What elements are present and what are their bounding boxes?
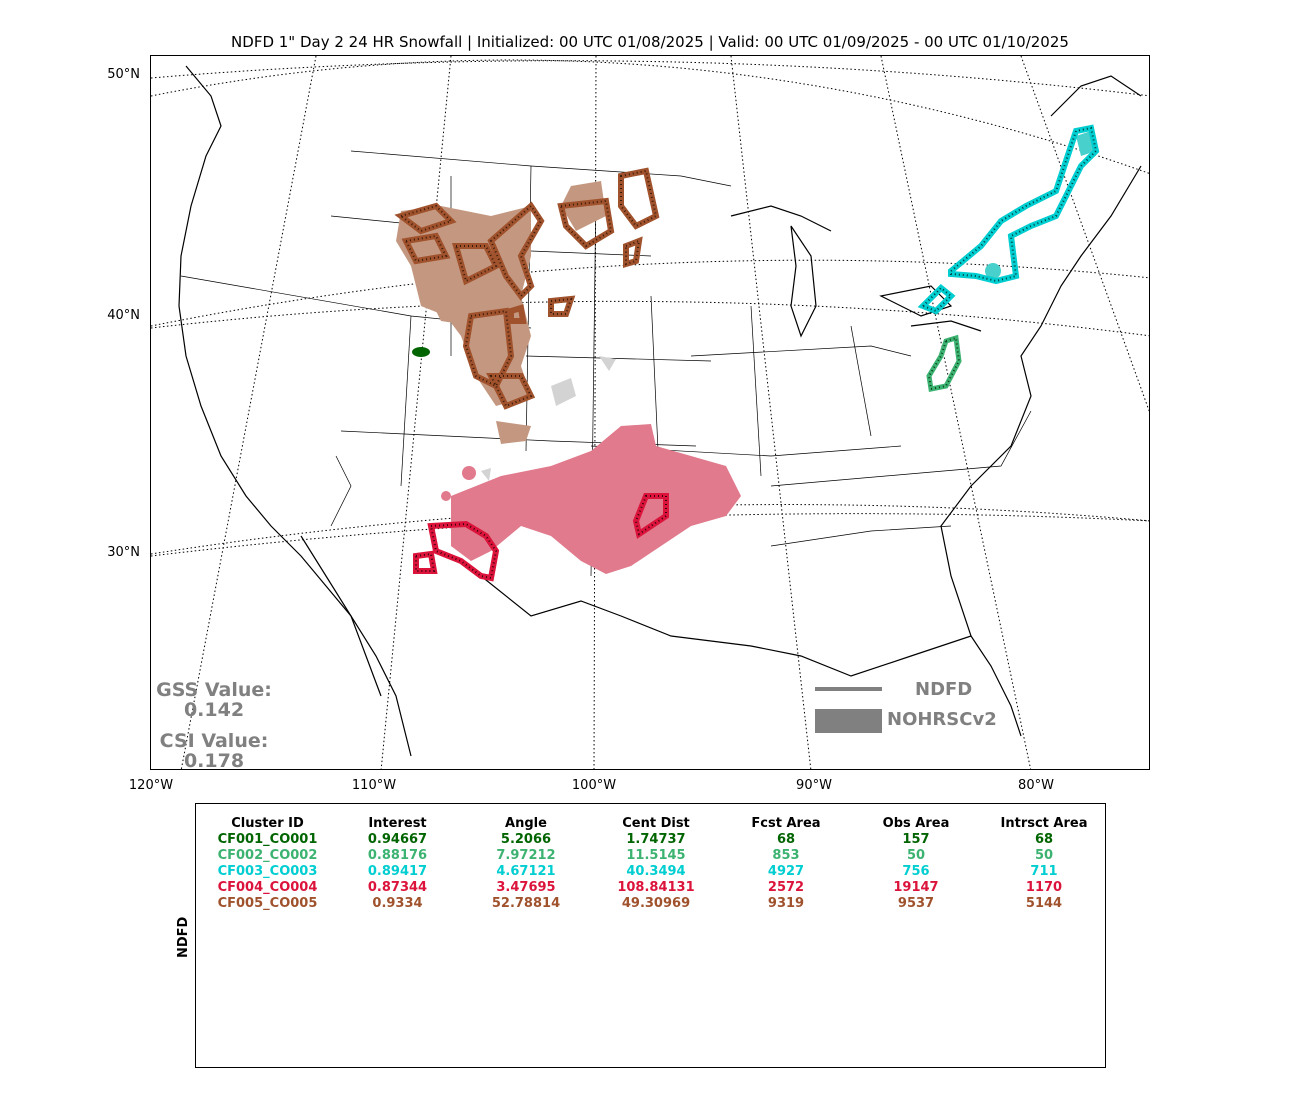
cell-cent-dist: 108.84131 bbox=[617, 880, 695, 895]
cell-interest: 0.9334 bbox=[372, 896, 423, 911]
cf004-obs-area bbox=[441, 424, 741, 574]
lat-30-line bbox=[151, 504, 1149, 555]
lon-label-90: 90°W bbox=[796, 778, 832, 793]
lat-40-line bbox=[151, 259, 1149, 327]
cell-fcst-area: 9319 bbox=[767, 896, 805, 911]
table-row: CF005_CO005 0.9334 52.78814 49.30969 931… bbox=[210, 896, 1098, 912]
cell-cluster-id: CF002_CO002 bbox=[217, 848, 318, 863]
cell-cent-dist: 1.74737 bbox=[626, 832, 686, 847]
cell-angle: 5.2066 bbox=[500, 832, 552, 847]
cf003-fcst-dots bbox=[921, 126, 1098, 313]
table-row: CF002_CO002 0.88176 7.97212 11.5145 853 … bbox=[210, 848, 1098, 864]
cf002-fcst-outline bbox=[926, 334, 962, 392]
table-row: CF001_CO001 0.94667 5.2066 1.74737 68 15… bbox=[210, 832, 1098, 848]
csi-value: 0.178 bbox=[183, 750, 245, 772]
graticule bbox=[151, 56, 1149, 769]
cell-interest: 0.89417 bbox=[367, 864, 428, 879]
cell-intrsct-area: 50 bbox=[1034, 848, 1054, 863]
cell-intrsct-area: 5144 bbox=[1025, 896, 1063, 911]
lat-label-40: 40°N bbox=[107, 308, 140, 323]
legend-observed-swatch bbox=[815, 709, 882, 733]
cf005-fcst-dots bbox=[398, 169, 658, 408]
header-interest: Interest bbox=[368, 815, 427, 831]
cell-fcst-area: 4927 bbox=[767, 864, 805, 879]
cell-cluster-id: CF001_CO001 bbox=[217, 832, 318, 847]
lon-label-110: 110°W bbox=[351, 778, 397, 793]
lat-label-30: 30°N bbox=[107, 545, 140, 560]
cell-angle: 7.97212 bbox=[496, 848, 556, 863]
cell-cent-dist: 11.5145 bbox=[626, 848, 686, 863]
cell-obs-area: 9537 bbox=[897, 896, 935, 911]
cell-intrsct-area: 1170 bbox=[1025, 880, 1063, 895]
stats-table-frame bbox=[195, 803, 1106, 1068]
cell-fcst-area: 853 bbox=[772, 848, 800, 863]
header-cluster-id: Cluster ID bbox=[231, 815, 304, 831]
legend-observed-label: NOHRSCv2 bbox=[887, 709, 997, 730]
cf001-area bbox=[412, 347, 430, 357]
legend-forecast-swatch bbox=[815, 687, 882, 691]
cell-cent-dist: 49.30969 bbox=[621, 896, 691, 911]
cf003-obs-area bbox=[985, 131, 1096, 279]
cell-angle: 3.47695 bbox=[496, 880, 556, 895]
table-row: CF004_CO004 0.87344 3.47695 108.84131 25… bbox=[210, 880, 1098, 896]
csi-label: CSI Value: bbox=[159, 730, 269, 752]
cell-fcst-area: 2572 bbox=[767, 880, 805, 895]
cell-interest: 0.88176 bbox=[367, 848, 428, 863]
gss-value: 0.142 bbox=[183, 699, 245, 721]
map-title: NDFD 1" Day 2 24 HR Snowfall | Initializ… bbox=[231, 33, 1069, 51]
cell-cluster-id: CF004_CO004 bbox=[217, 880, 318, 895]
cell-interest: 0.87344 bbox=[367, 880, 428, 895]
cf003-fcst-outline bbox=[917, 124, 1100, 315]
unmatched-obs-areas bbox=[481, 356, 616, 481]
coastlines bbox=[178, 65, 1142, 757]
cell-cent-dist: 40.3494 bbox=[626, 864, 686, 879]
cell-angle: 52.78814 bbox=[491, 896, 561, 911]
lon-label-100: 100°W bbox=[571, 778, 617, 793]
cell-obs-area: 19147 bbox=[893, 880, 939, 895]
stats-table: Cluster ID Interest Angle Cent Dist Fcst… bbox=[210, 814, 1098, 912]
map-panel bbox=[150, 55, 1150, 770]
header-intrsct-area: Intrsct Area bbox=[1000, 815, 1088, 831]
cell-intrsct-area: 68 bbox=[1034, 832, 1054, 847]
table-row-label: NDFD bbox=[176, 916, 191, 958]
cf004-fcst-dots bbox=[415, 495, 667, 580]
cell-cluster-id: CF005_CO005 bbox=[217, 896, 318, 911]
cell-obs-area: 157 bbox=[902, 832, 930, 847]
cell-interest: 0.94667 bbox=[367, 832, 428, 847]
lat-label-50: 50°N bbox=[107, 67, 140, 82]
table-row: CF003_CO003 0.89417 4.67121 40.3494 4927… bbox=[210, 864, 1098, 880]
header-obs-area: Obs Area bbox=[882, 815, 950, 831]
cell-obs-area: 756 bbox=[902, 864, 930, 879]
header-fcst-area: Fcst Area bbox=[751, 815, 821, 831]
cell-angle: 4.67121 bbox=[496, 864, 556, 879]
map-svg bbox=[151, 56, 1149, 769]
legend-forecast-label: NDFD bbox=[915, 679, 973, 700]
cell-fcst-area: 68 bbox=[776, 832, 796, 847]
lon-label-80: 80°W bbox=[1018, 778, 1054, 793]
gss-label: GSS Value: bbox=[156, 679, 272, 701]
header-cent-dist: Cent Dist bbox=[622, 815, 690, 831]
cell-obs-area: 50 bbox=[906, 848, 926, 863]
cell-intrsct-area: 711 bbox=[1030, 864, 1058, 879]
header-angle: Angle bbox=[505, 815, 547, 831]
cell-cluster-id: CF003_CO003 bbox=[217, 864, 318, 879]
lon-label-120: 120°W bbox=[128, 778, 174, 793]
stats-header-row: Cluster ID Interest Angle Cent Dist Fcst… bbox=[210, 814, 1098, 832]
